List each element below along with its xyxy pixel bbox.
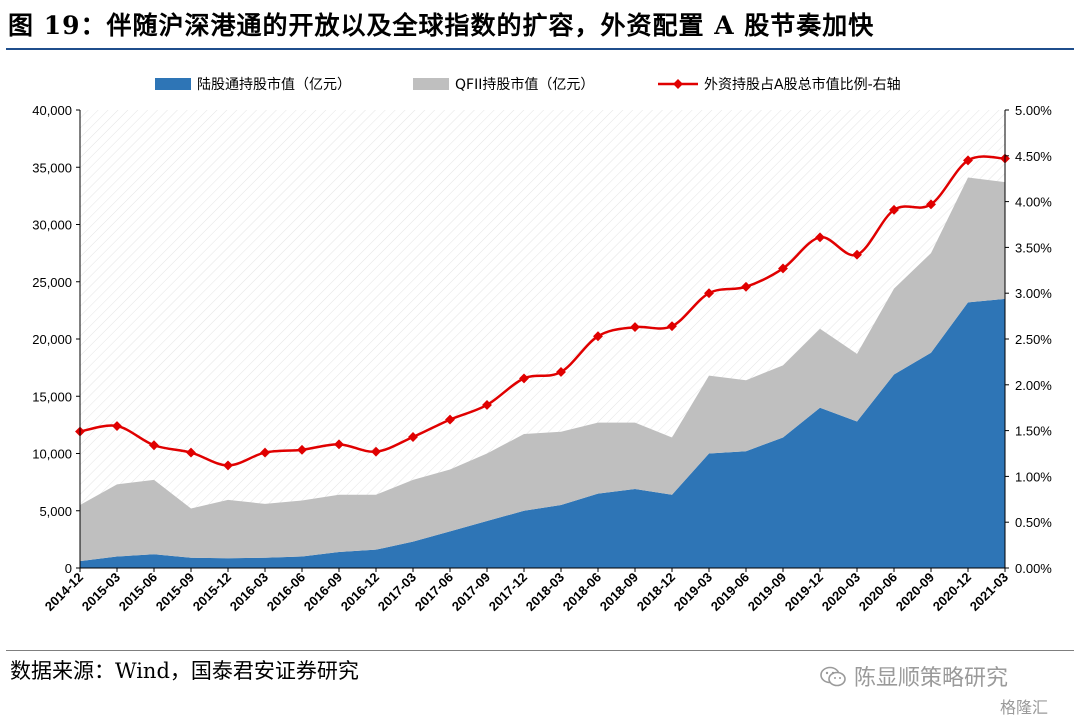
legend-label-lugutong: 陆股通持股市值（亿元） bbox=[197, 76, 351, 93]
line-marker bbox=[223, 460, 233, 471]
title-rule bbox=[6, 48, 1074, 50]
line-marker bbox=[297, 444, 307, 455]
line-marker bbox=[149, 440, 159, 451]
right-tick-label: 1.50% bbox=[1015, 424, 1052, 439]
line-marker bbox=[704, 288, 714, 299]
x-tick-label: 2020-09 bbox=[893, 570, 937, 614]
x-tick-label: 2019-12 bbox=[782, 570, 826, 614]
right-tick-label: 4.00% bbox=[1015, 195, 1052, 210]
line-marker bbox=[556, 367, 566, 377]
watermark-text: 陈显顺策略研究 bbox=[854, 666, 1009, 691]
right-tick-label: 2.00% bbox=[1015, 378, 1052, 393]
x-tick-label: 2018-06 bbox=[560, 570, 604, 614]
chart: 0 5,000 10,000 15,000 20,000 25,000 30,000 35,0… bbox=[32, 76, 1052, 614]
x-tick-label: 2019-03 bbox=[671, 570, 715, 614]
watermark: 陈显顺策略研究 bbox=[820, 660, 1008, 692]
x-tick-label: 2019-06 bbox=[708, 570, 752, 614]
legend-label-qfii: QFII持股市值（亿元） bbox=[455, 76, 594, 93]
x-tick-label: 2015-03 bbox=[79, 570, 123, 614]
area-lugutong bbox=[80, 298, 1005, 568]
x-tick-label: 2018-12 bbox=[634, 570, 678, 614]
x-tick-label: 2018-09 bbox=[597, 570, 641, 614]
right-tick-label: 3.00% bbox=[1015, 286, 1052, 301]
left-tick-label: 30,000 bbox=[32, 218, 72, 233]
right-tick-label: 0.00% bbox=[1015, 561, 1052, 576]
right-tick-label: 1.00% bbox=[1015, 469, 1052, 484]
line-marker bbox=[519, 373, 529, 384]
line-marker bbox=[408, 432, 418, 442]
right-tick-label: 4.50% bbox=[1015, 149, 1052, 164]
site-logo: 格隆汇 bbox=[1000, 698, 1049, 717]
area-series-group bbox=[80, 177, 1005, 568]
left-tick-label: 15,000 bbox=[32, 389, 72, 404]
x-tick-label: 2019-09 bbox=[745, 570, 789, 614]
line-marker bbox=[260, 447, 270, 458]
legend-swatch-ratio-marker bbox=[673, 79, 683, 89]
x-tick-label: 2014-12 bbox=[42, 570, 86, 614]
line-marker bbox=[889, 204, 899, 215]
line-marker bbox=[482, 400, 492, 410]
legend: 陆股通持股市值（亿元） QFII持股市值（亿元） 外资持股占A股总市值比例-右轴 bbox=[155, 76, 901, 93]
x-tick-label: 2016-12 bbox=[338, 570, 382, 614]
line-series-group bbox=[75, 153, 1010, 471]
line-marker bbox=[926, 199, 936, 210]
line-marker bbox=[630, 322, 640, 333]
x-tick-label: 2015-12 bbox=[190, 570, 234, 614]
x-tick-label: 2020-12 bbox=[930, 570, 974, 614]
left-tick-label: 20,000 bbox=[32, 332, 72, 347]
x-tick-label: 2015-09 bbox=[153, 570, 197, 614]
legend-swatch-qfii bbox=[413, 78, 449, 90]
left-tick-label: 10,000 bbox=[32, 447, 72, 462]
x-tick-label: 2017-06 bbox=[412, 570, 456, 614]
wechat-icon bbox=[820, 666, 846, 687]
x-tick-label: 2016-06 bbox=[264, 570, 308, 614]
line-marker bbox=[963, 155, 973, 166]
left-tick-label: 0 bbox=[65, 561, 72, 576]
x-tick-label: 2018-03 bbox=[523, 570, 567, 614]
line-marker bbox=[186, 447, 196, 458]
legend-swatch-lugutong bbox=[155, 78, 191, 90]
x-tick-label: 2016-03 bbox=[227, 570, 271, 614]
x-tick-label: 2017-03 bbox=[375, 570, 419, 614]
x-tick-label: 2020-03 bbox=[819, 570, 863, 614]
x-tick-label: 2016-09 bbox=[301, 570, 345, 614]
legend-label-ratio: 外资持股占A股总市值比例-右轴 bbox=[704, 76, 901, 93]
right-tick-label: 0.50% bbox=[1015, 515, 1052, 530]
left-tick-label: 35,000 bbox=[32, 160, 72, 175]
line-marker bbox=[741, 281, 751, 292]
line-marker bbox=[334, 439, 344, 450]
x-tick-label: 2017-09 bbox=[449, 570, 493, 614]
figure-title: 图 19：伴随沪深港通的开放以及全球指数的扩容，外资配置 A 股节奏加快 bbox=[8, 11, 875, 40]
source-note: 数据来源：Wind，国泰君安证券研究 bbox=[10, 659, 359, 683]
line-marker bbox=[778, 263, 788, 274]
line-marker bbox=[371, 446, 381, 457]
left-tick-label: 25,000 bbox=[32, 275, 72, 290]
right-tick-label: 3.50% bbox=[1015, 240, 1052, 255]
x-tick-label: 2015-06 bbox=[116, 570, 160, 614]
line-marker bbox=[593, 331, 603, 342]
line-marker bbox=[445, 414, 455, 425]
line-marker bbox=[667, 321, 677, 332]
line-marker bbox=[815, 232, 825, 243]
right-tick-label: 2.50% bbox=[1015, 332, 1052, 347]
x-tick-label: 2021-03 bbox=[967, 570, 1011, 614]
line-marker bbox=[852, 249, 862, 260]
x-tick-label: 2017-12 bbox=[486, 570, 530, 614]
x-tick-label: 2020-06 bbox=[856, 570, 900, 614]
left-tick-label: 5,000 bbox=[39, 504, 72, 519]
right-tick-label: 5.00% bbox=[1015, 103, 1052, 118]
area-qfii bbox=[80, 177, 1005, 562]
left-tick-label: 40,000 bbox=[32, 103, 72, 118]
footer-rule bbox=[6, 650, 1074, 651]
